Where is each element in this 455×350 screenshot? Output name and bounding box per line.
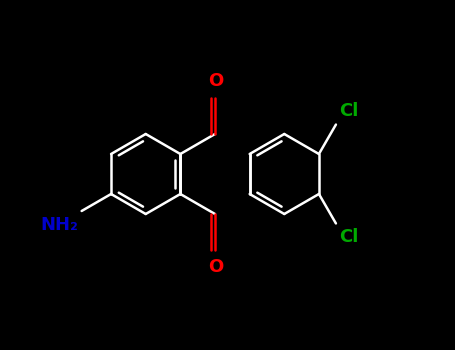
Text: Cl: Cl (339, 102, 358, 120)
Text: Cl: Cl (339, 229, 358, 246)
Text: O: O (208, 258, 223, 276)
Text: NH₂: NH₂ (41, 216, 79, 234)
Text: O: O (208, 72, 223, 90)
